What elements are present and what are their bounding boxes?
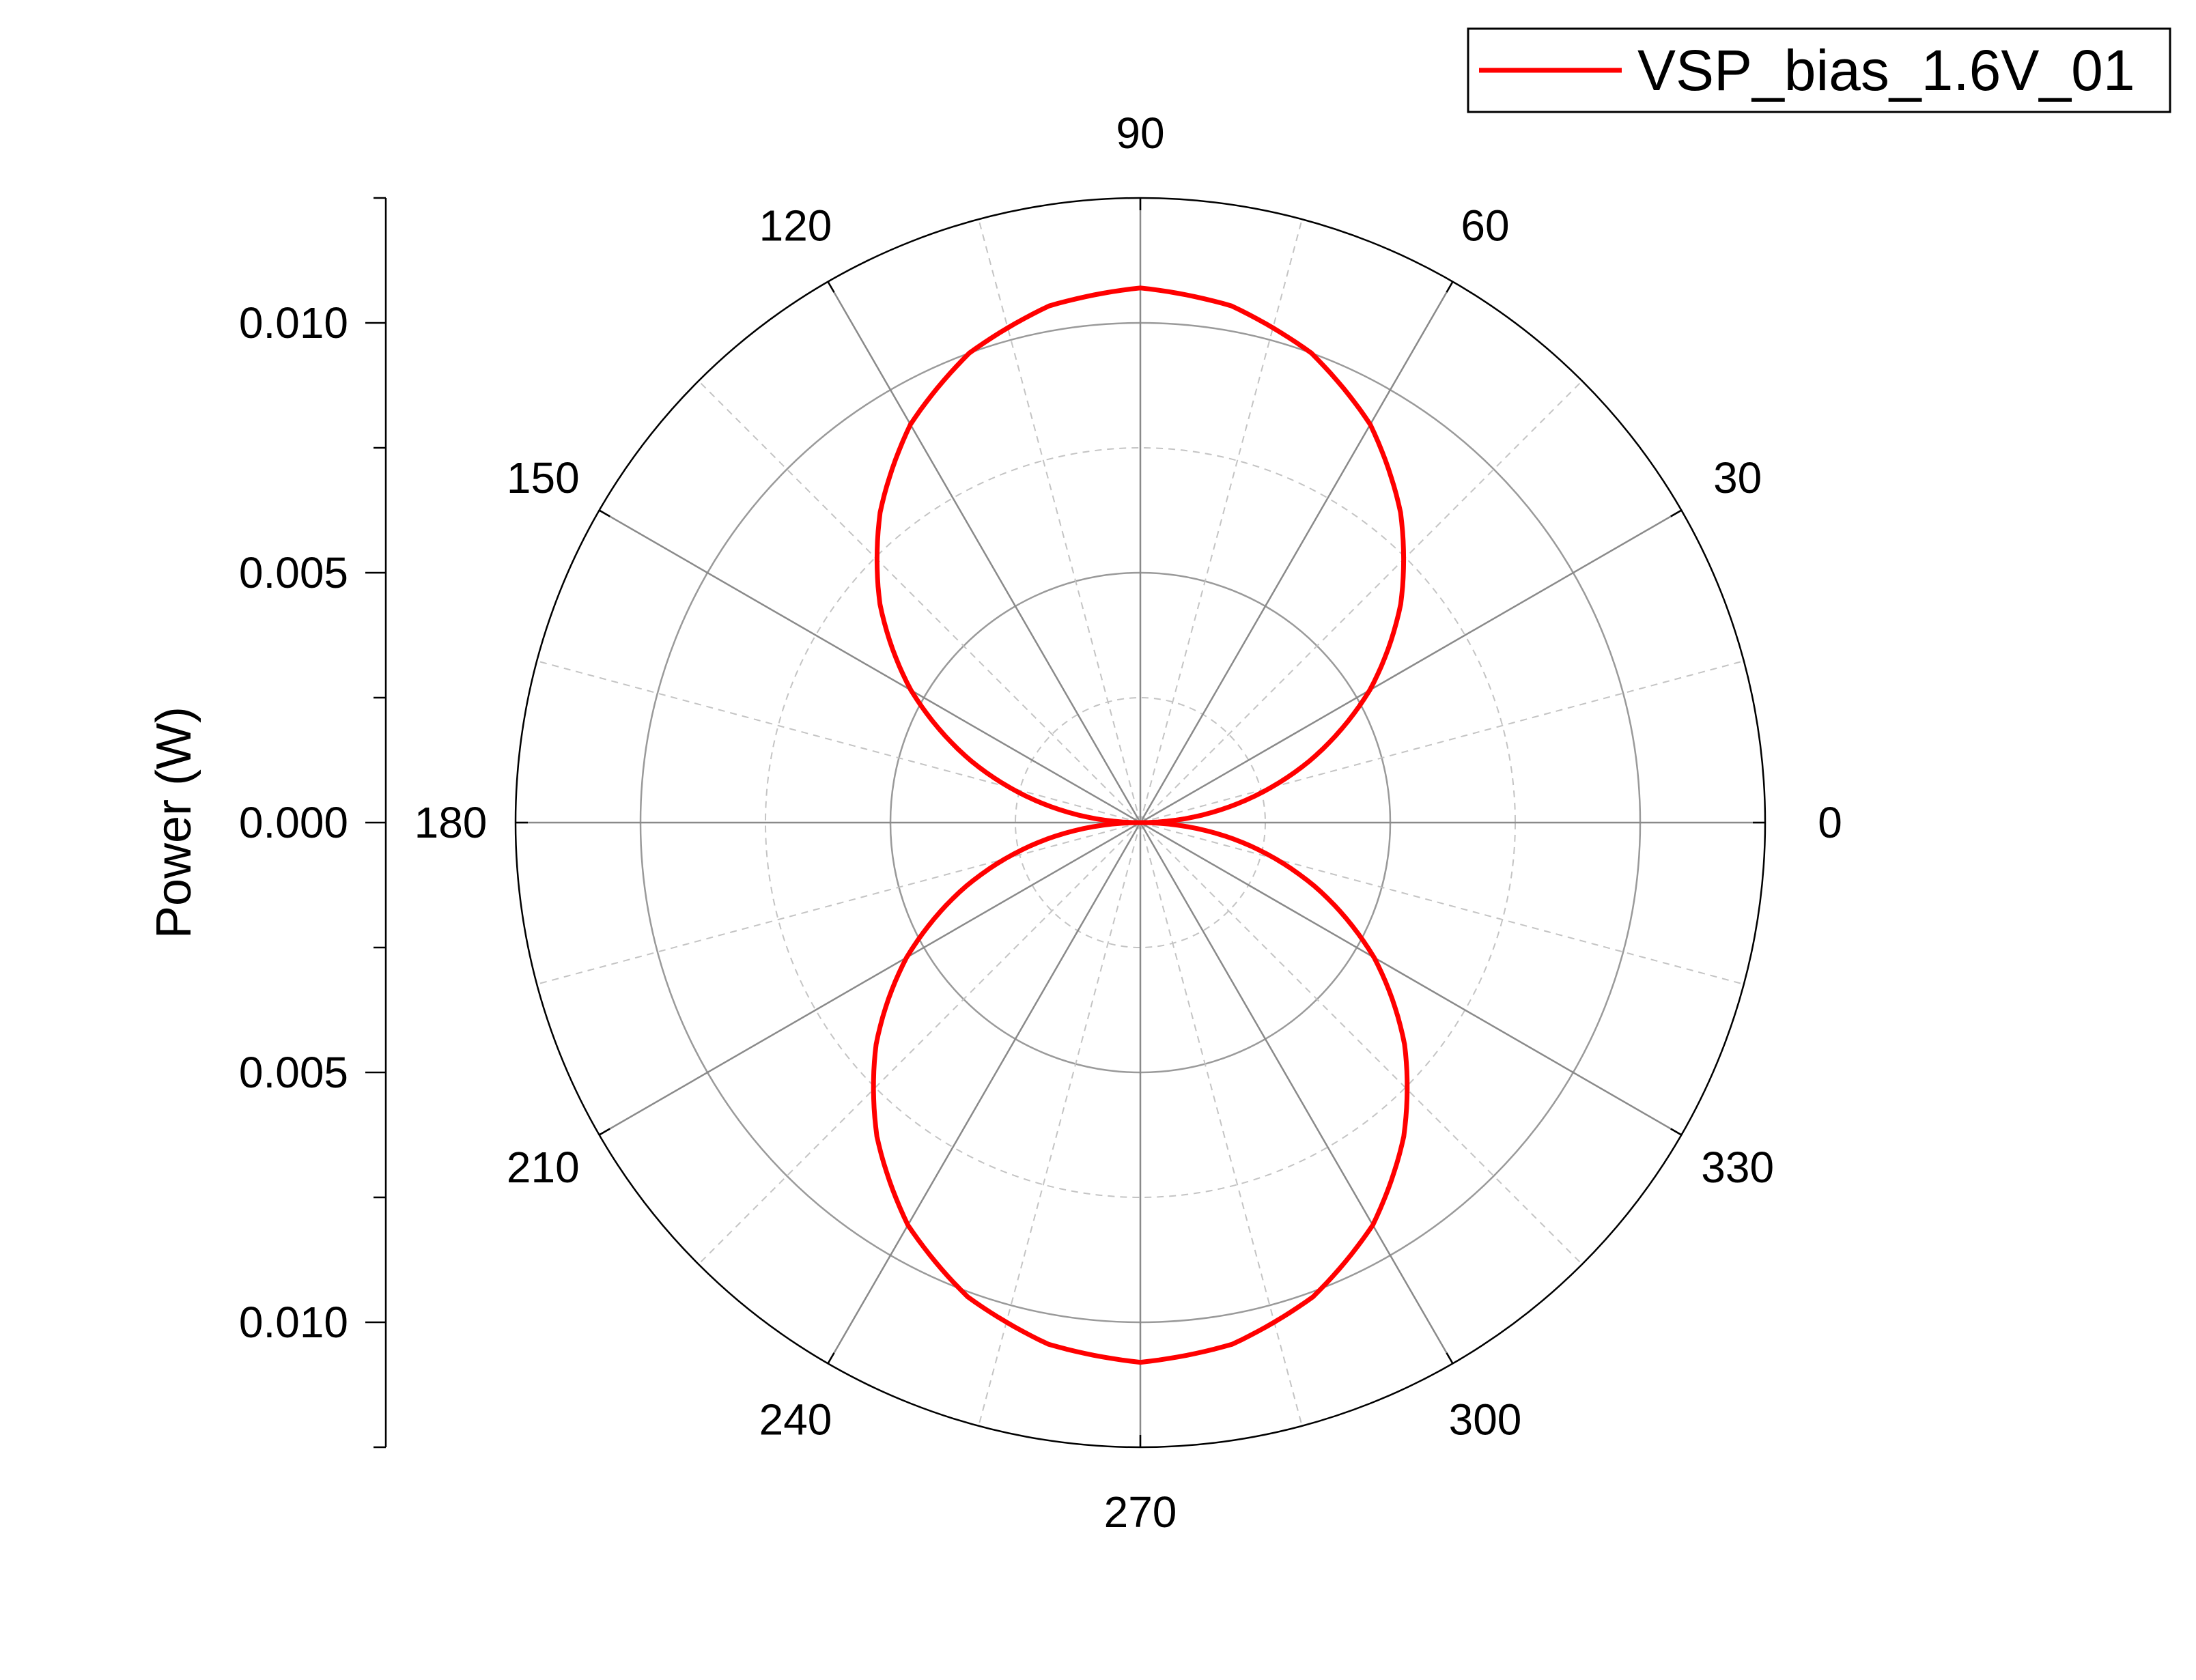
radial-axis-title: Power (W) [147, 707, 201, 939]
angle-tick [1670, 1128, 1683, 1136]
minor-angle-gridline [1140, 660, 1745, 823]
minor-angle-gridline [978, 822, 1141, 1427]
radial-tick-label: 0.010 [239, 1298, 348, 1347]
angle-tick-label: 330 [1701, 1143, 1774, 1192]
radial-tick-label: 0.010 [239, 298, 348, 347]
angle-tick-label: 60 [1461, 201, 1509, 250]
angle-tick-label: 120 [759, 201, 832, 250]
angle-tick [827, 1352, 835, 1365]
minor-angle-gridline [978, 218, 1141, 823]
angle-tick [598, 1128, 610, 1136]
minor-angle-gridline [698, 380, 1141, 823]
angle-labels: 0 30 60 90 120 150 180 210 240 270 300 330 [414, 109, 1842, 1537]
angular-gridlines [516, 198, 1765, 1447]
major-angle-gridline [1140, 509, 1683, 824]
angle-tick-label: 0 [1818, 798, 1842, 847]
legend-label: VSP_bias_1.6V_01 [1637, 38, 2135, 102]
angle-tick-label: 150 [507, 453, 580, 502]
minor-angle-gridline [1140, 380, 1583, 823]
angle-tick [1446, 1352, 1454, 1365]
angle-tick-label: 90 [1116, 109, 1164, 158]
angle-tick-label: 270 [1104, 1487, 1177, 1537]
angle-tick [1446, 281, 1454, 293]
radial-axis: 0.000 0.005 0.005 0.010 0.010 [239, 197, 387, 1449]
major-angle-gridline [598, 509, 1141, 824]
minor-angle-gridline [698, 822, 1141, 1265]
angle-tick-label: 180 [414, 798, 488, 847]
minor-angle-gridline [1140, 822, 1583, 1265]
angle-tick [827, 281, 835, 293]
minor-angle-gridline [1140, 218, 1303, 823]
radial-tick-label: 0.005 [239, 1048, 348, 1097]
radial-tick-label: 0.000 [239, 798, 348, 847]
minor-angle-gridline [536, 822, 1141, 985]
angle-tick-label: 30 [1713, 453, 1762, 502]
minor-angle-gridline [1140, 822, 1303, 1427]
major-angle-gridline [827, 281, 1142, 823]
minor-angle-gridline [536, 660, 1141, 823]
angle-tick-label: 210 [507, 1143, 580, 1192]
major-angle-gridline [1139, 281, 1454, 823]
legend: VSP_bias_1.6V_01 [1467, 27, 2171, 113]
series-line [871, 285, 1410, 1365]
major-angle-gridline [1139, 822, 1454, 1365]
minor-angle-gridline [1140, 822, 1745, 985]
angle-tick-label: 240 [759, 1395, 832, 1444]
angle-tick [598, 509, 610, 517]
major-angle-gridline [598, 821, 1141, 1136]
radial-tick-label: 0.005 [239, 548, 348, 597]
major-angle-gridline [1140, 821, 1683, 1136]
angle-tick [1670, 509, 1683, 517]
angle-tick-label: 300 [1449, 1395, 1522, 1444]
series-layer [871, 285, 1410, 1365]
major-angle-gridline [827, 822, 1142, 1365]
